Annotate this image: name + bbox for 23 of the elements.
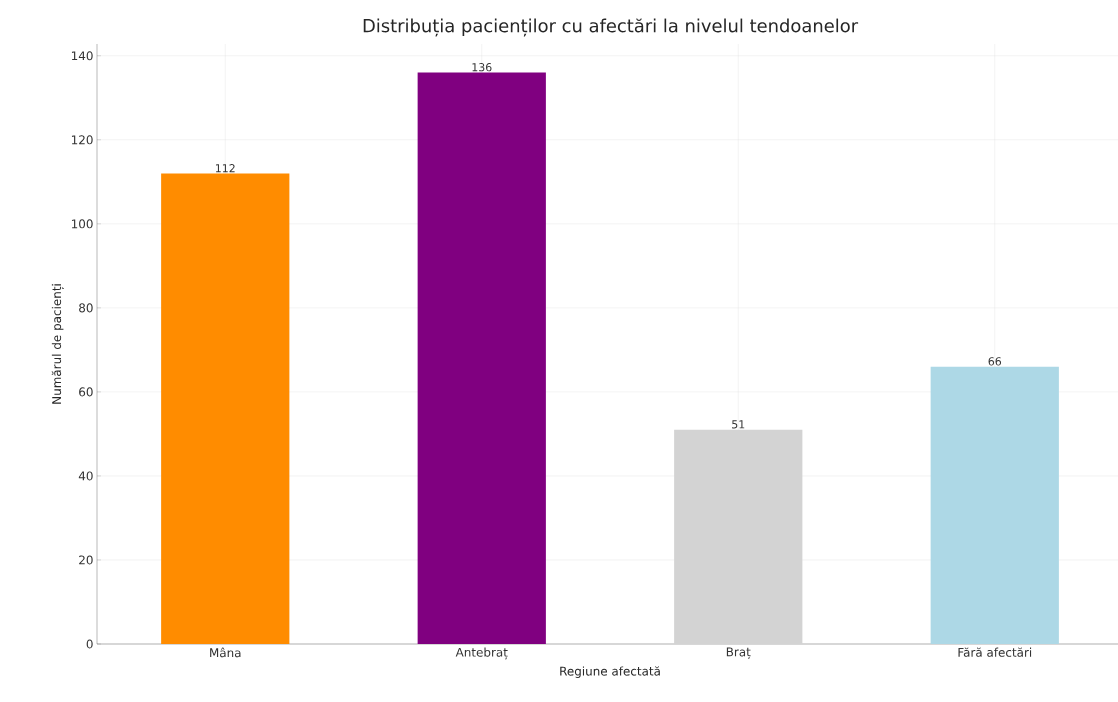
y-tick-label: 0 bbox=[86, 639, 93, 649]
data-label: 51 bbox=[732, 420, 745, 429]
x-tick-label: Antebraț bbox=[455, 647, 508, 660]
x-tick-label: Fără afectări bbox=[958, 647, 1032, 657]
x-tick-label: Mâna bbox=[210, 647, 241, 658]
y-tick-label: 80 bbox=[79, 303, 93, 313]
x-axis-title: Regiune afectată bbox=[560, 666, 660, 678]
y-tick-label: 40 bbox=[78, 471, 93, 481]
y-axis-title: Numărul de pacienți bbox=[51, 284, 64, 404]
data-label: 112 bbox=[216, 164, 235, 173]
y-tick-label: 100 bbox=[71, 219, 93, 229]
y-tick-label: 120 bbox=[71, 135, 93, 145]
x-tick-label: Braț bbox=[726, 647, 751, 660]
bar bbox=[417, 72, 546, 644]
data-label: 66 bbox=[988, 357, 1002, 366]
bar bbox=[930, 366, 1059, 644]
y-tick-label: 20 bbox=[79, 555, 93, 565]
y-tick-label: 140 bbox=[71, 51, 93, 61]
bar bbox=[674, 429, 803, 644]
bar bbox=[161, 173, 290, 644]
data-label: 136 bbox=[472, 63, 492, 72]
y-tick-label: 60 bbox=[79, 387, 93, 397]
chart-title: Distribuția pacienților cu afectări la nivelul tendoanelor bbox=[363, 18, 859, 37]
